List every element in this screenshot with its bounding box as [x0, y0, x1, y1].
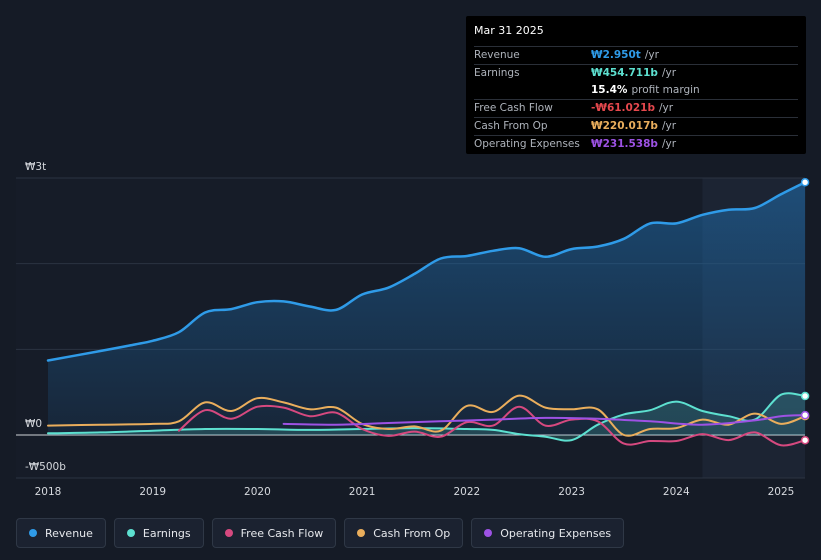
- legend-item-revenue[interactable]: Revenue: [16, 518, 106, 548]
- legend-label: Cash From Op: [373, 526, 451, 540]
- legend-dot-icon: [357, 529, 366, 537]
- tooltip-row: Cash From Op ₩220.017b/yr: [474, 117, 798, 135]
- tooltip-row-label: [474, 82, 591, 99]
- legend-label: Revenue: [45, 526, 93, 540]
- tooltip-row-value: ₩2.950t: [591, 49, 641, 61]
- legend-item-earnings[interactable]: Earnings: [113, 518, 204, 548]
- operating-expenses-end-marker: [800, 410, 810, 420]
- y-tick-label: ₩0: [25, 418, 42, 430]
- revenue-end-marker: [800, 178, 810, 187]
- tooltip-row-value: -₩61.021b: [591, 102, 655, 114]
- x-tick-label: 2018: [35, 486, 62, 498]
- tooltip-row-value: ₩220.017b: [591, 120, 658, 132]
- tooltip: Mar 31 2025 Revenue ₩2.950t/yr Earnings ₩45…: [466, 16, 806, 154]
- tooltip-row-label: Operating Expenses: [474, 138, 580, 150]
- tooltip-row-value: ₩231.538b: [591, 138, 658, 150]
- tooltip-row-label: Revenue: [474, 49, 520, 61]
- free-cash-flow-line: [177, 404, 807, 447]
- tooltip-row-unit: profit margin: [631, 84, 700, 96]
- revenue-line: [46, 181, 807, 362]
- legend-item-free-cash-flow[interactable]: Free Cash Flow: [211, 518, 337, 548]
- earnings-end-marker: [800, 391, 810, 401]
- legend-dot-icon: [126, 529, 135, 537]
- x-tick-label: 2024: [663, 486, 690, 498]
- free-cash-flow-end-marker: [800, 435, 810, 445]
- tooltip-row-unit: /yr: [661, 67, 677, 79]
- tooltip-row-unit: /yr: [658, 102, 674, 114]
- legend-label: Earnings: [142, 526, 191, 540]
- tooltip-row-label: Free Cash Flow: [474, 102, 553, 114]
- tooltip-row-unit: /yr: [644, 49, 659, 61]
- tooltip-row-unit: /yr: [661, 138, 677, 150]
- tooltip-row-label: Cash From Op: [474, 120, 548, 132]
- tooltip-row: Free Cash Flow -₩61.021b/yr: [474, 99, 798, 117]
- legend-dot-icon: [484, 529, 493, 537]
- tooltip-row-value: ₩454.711b: [591, 67, 658, 79]
- x-tick-label: 2021: [349, 486, 376, 498]
- x-tick-label: 2020: [244, 486, 271, 498]
- legend-label: Free Cash Flow: [240, 526, 324, 540]
- x-tick-label: 2023: [558, 486, 585, 498]
- tooltip-date: Mar 31 2025: [474, 24, 544, 37]
- y-tick-label: -₩500b: [25, 461, 66, 473]
- tooltip-row-value: 15.4%: [591, 84, 628, 96]
- tooltip-row: Operating Expenses ₩231.538b/yr: [474, 135, 798, 153]
- y-tick-label: ₩3t: [25, 161, 46, 173]
- legend-item-cash-from-op[interactable]: Cash From Op: [344, 518, 464, 548]
- tooltip-row-unit: /yr: [661, 120, 677, 132]
- legend: Revenue Earnings Free Cash Flow Cash From O…: [16, 518, 625, 548]
- legend-dot-icon: [29, 529, 37, 537]
- x-tick-label: 2019: [139, 486, 166, 498]
- x-tick-label: 2022: [453, 486, 480, 498]
- earnings-line: [47, 392, 807, 442]
- tooltip-row: 15.4% profit margin: [474, 82, 798, 99]
- tooltip-row: Revenue ₩2.950t/yr: [474, 46, 798, 64]
- legend-item-operating-expenses[interactable]: Operating Expenses: [471, 518, 625, 548]
- tooltip-row-label: Earnings: [474, 67, 520, 79]
- chart: ₩3t ₩0 -₩500b 2018 2019 2020 2021 2022 2023 2024 2…: [16, 161, 810, 498]
- operating-expenses-line: [282, 414, 807, 426]
- revenue-area: [48, 182, 806, 435]
- legend-dot-icon: [224, 529, 233, 537]
- tooltip-row: Earnings ₩454.711b/yr: [474, 64, 798, 82]
- x-tick-label: 2025: [768, 486, 795, 498]
- legend-label: Operating Expenses: [500, 526, 612, 540]
